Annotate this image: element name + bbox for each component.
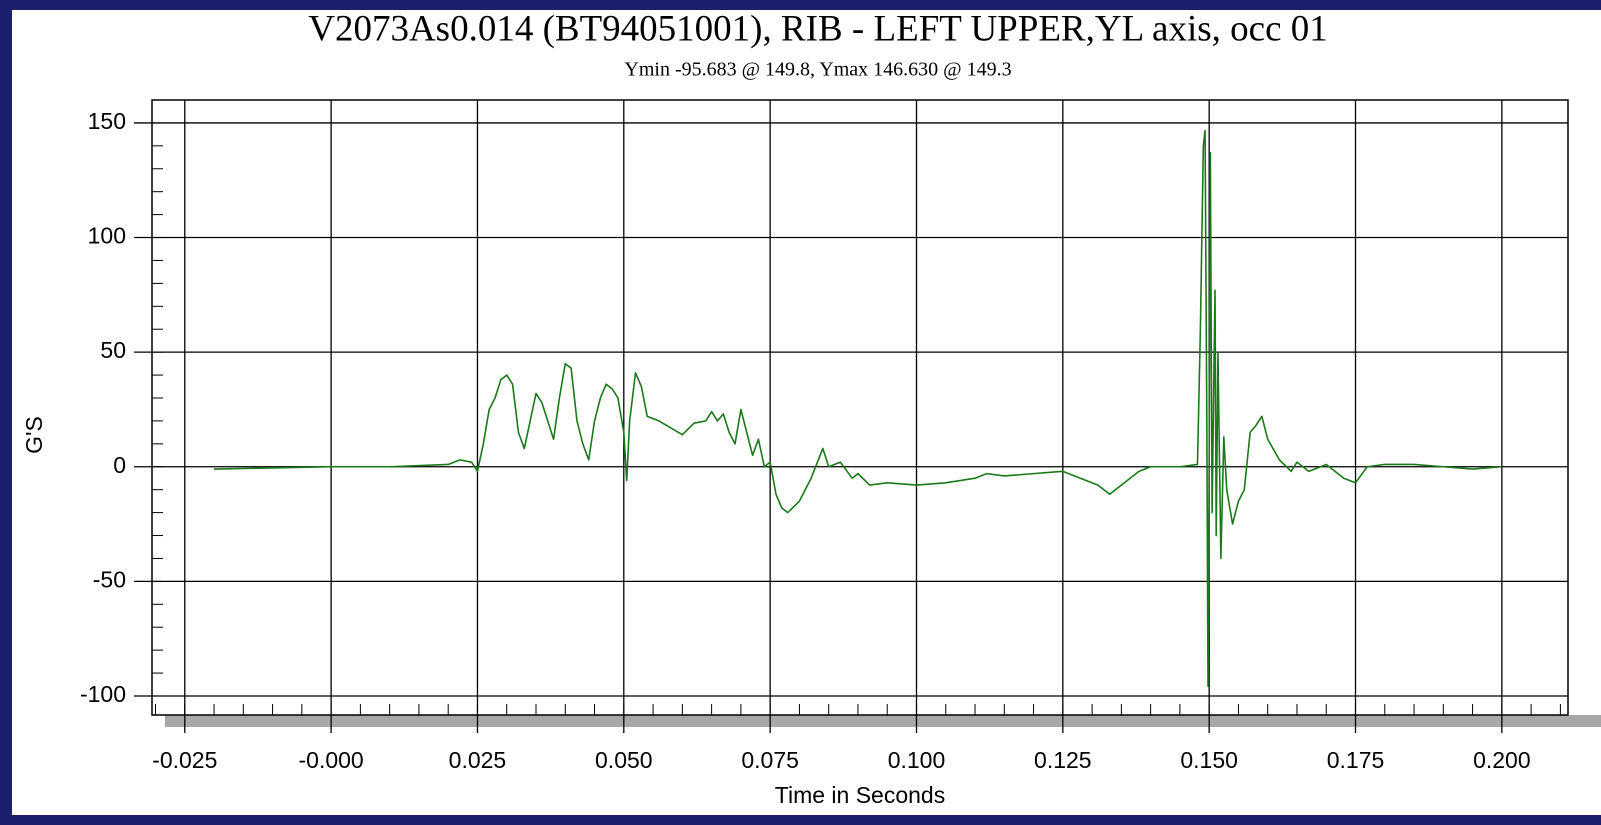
- x-tick-label: -0.000: [299, 747, 364, 773]
- x-tick-label: 0.050: [595, 747, 653, 773]
- chart-title: V2073As0.014 (BT94051001), RIB - LEFT UP…: [308, 8, 1328, 49]
- x-tick-label: 0.125: [1034, 747, 1092, 773]
- y-tick-label: -50: [93, 566, 126, 592]
- x-axis-label: Time in Seconds: [775, 782, 945, 808]
- x-tick-label: 0.100: [888, 747, 946, 773]
- y-axis-label: G'S: [21, 416, 47, 454]
- plot-shadow: [165, 715, 1601, 727]
- x-tick-label: 0.025: [449, 747, 507, 773]
- x-tick-label: 0.075: [741, 747, 799, 773]
- chart-subtitle: Ymin -95.683 @ 149.8, Ymax 146.630 @ 149…: [624, 59, 1011, 81]
- x-tick-label: 0.175: [1327, 747, 1385, 773]
- y-tick-label: 100: [88, 223, 126, 249]
- y-tick-label: -100: [80, 681, 126, 707]
- x-tick-label: 0.200: [1473, 747, 1531, 773]
- x-tick-label: 0.150: [1180, 747, 1238, 773]
- plot-area: [151, 99, 1569, 716]
- y-tick-label: 50: [100, 337, 126, 363]
- data-line: [214, 129, 1502, 687]
- y-tick-label: 150: [88, 108, 126, 134]
- x-tick-label: -0.025: [152, 747, 217, 773]
- y-tick-label: 0: [113, 452, 126, 478]
